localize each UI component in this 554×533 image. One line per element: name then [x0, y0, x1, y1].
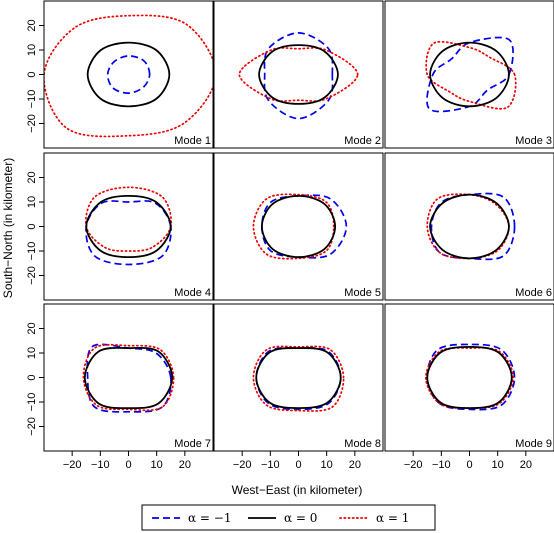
contour-alpha-1	[252, 193, 335, 260]
contour-alpha-0	[426, 345, 513, 410]
x-tick-label: 0	[466, 459, 472, 471]
legend-entry: α = −1	[188, 511, 231, 525]
y-tick-label: 0	[26, 374, 38, 380]
legend-box	[141, 504, 436, 531]
contour-alpha-neg1	[430, 192, 516, 261]
contour-alpha-0	[260, 194, 337, 259]
panel-background	[44, 153, 213, 300]
y-tick-label: 20	[26, 171, 38, 183]
x-tick-label: −10	[261, 459, 280, 471]
panel-mode-5: Mode 5	[213, 152, 384, 301]
x-axis-label: West−East (in kilometer)	[232, 483, 363, 497]
y-tick-label: 0	[26, 71, 38, 77]
panel-frame	[384, 0, 554, 149]
contour-alpha-neg1	[426, 36, 514, 113]
panel-background	[385, 1, 554, 148]
contour-alpha-neg1	[86, 343, 172, 413]
x-tick-label: 0	[295, 459, 301, 471]
panel-label: Mode 4	[174, 287, 211, 299]
panel-frame	[384, 152, 554, 301]
y-tick-label: 10	[26, 44, 38, 56]
contour-alpha-0	[429, 193, 510, 260]
panel-mode-3: Mode 3	[384, 0, 554, 149]
panel-frame	[213, 0, 384, 149]
y-tick-label: −10	[26, 393, 38, 412]
y-tick-label: 0	[26, 223, 38, 229]
panel-label: Mode 2	[344, 135, 381, 147]
panel-mode-6: Mode 6	[384, 152, 554, 301]
legend-entry: α = 0	[284, 511, 317, 525]
contour-alpha-0	[255, 347, 342, 410]
y-tick-label: −10	[26, 90, 38, 109]
x-tick-label: −10	[432, 459, 451, 471]
panel-background	[214, 304, 383, 451]
x-tick-label: 20	[179, 459, 191, 471]
x-tick-label: −20	[233, 459, 252, 471]
panel-label: Mode 1	[174, 135, 211, 147]
panel-label: Mode 7	[174, 438, 211, 450]
y-tick-label: 10	[26, 347, 38, 359]
x-tick-label: 10	[321, 459, 333, 471]
contour-alpha-neg1	[261, 194, 348, 259]
x-tick-label: −20	[63, 459, 82, 471]
y-tick-label: −20	[26, 417, 38, 436]
panel-label: Mode 5	[344, 287, 381, 299]
panel-frame	[213, 152, 384, 301]
x-tick-label: −10	[91, 459, 110, 471]
panel-mode-1: Mode 1	[43, 0, 214, 149]
x-axis-ticks: −20 −10 0 10 20 −20 −10 0 10 20 −20 −10 0 10 20	[63, 451, 532, 471]
y-tick-label: −20	[26, 266, 38, 285]
contour-alpha-neg1	[106, 55, 151, 94]
panel-background	[385, 304, 554, 451]
x-tick-label: 20	[349, 459, 361, 471]
y-axis-label: South−North (in kilometer)	[1, 158, 15, 298]
contour-alpha-0	[86, 41, 171, 108]
panel-label: Mode 8	[344, 438, 381, 450]
y-tick-label: 20	[26, 19, 38, 31]
panel-mode-9: Mode 9	[384, 303, 554, 452]
contour-alpha-neg1	[263, 31, 334, 120]
panel-mode-2: Mode 2	[213, 0, 384, 149]
x-tick-label: 10	[492, 459, 504, 471]
panel-grid: Mode 1 Mode 2 Mode 3 Mode 4 Mode 5 Mode 6 Mode…	[43, 0, 554, 452]
contour-alpha-1	[425, 40, 517, 110]
x-tick-label: −20	[404, 459, 423, 471]
panel-mode-8: Mode 8	[213, 303, 384, 452]
panel-background	[214, 153, 383, 300]
y-tick-label: 20	[26, 322, 38, 334]
panel-mode-7: Mode 7	[43, 303, 214, 452]
panel-mode-4: Mode 4	[43, 152, 214, 301]
panel-label: Mode 3	[515, 135, 552, 147]
legend-entry: α = 1	[376, 511, 409, 525]
contour-alpha-0	[258, 44, 339, 105]
y-tick-label: 10	[26, 196, 38, 208]
panel-background	[44, 1, 213, 148]
contour-alpha-1	[82, 343, 175, 412]
contour-alpha-1	[252, 345, 345, 412]
panel-background	[214, 1, 383, 148]
contour-alpha-0	[83, 346, 174, 410]
panel-background	[44, 304, 213, 451]
panel-label: Mode 9	[515, 438, 552, 450]
y-axis-ticks: −20 −10 0 10 20 −20 −10 0 10 20 −20 −10 0 10 20	[26, 19, 44, 436]
legend: α = −1 α = 0 α = 1	[141, 504, 436, 531]
contour-alpha-1	[426, 193, 510, 260]
y-tick-label: −10	[26, 242, 38, 261]
contour-alpha-0	[429, 41, 510, 108]
panel-background	[385, 153, 554, 300]
x-tick-label: 20	[520, 459, 532, 471]
panel-label: Mode 6	[515, 287, 552, 299]
x-tick-label: 10	[151, 459, 163, 471]
contour-alpha-0	[85, 194, 172, 259]
x-tick-label: 0	[125, 459, 131, 471]
y-tick-label: −20	[26, 114, 38, 133]
contour-alpha-1	[44, 14, 213, 138]
